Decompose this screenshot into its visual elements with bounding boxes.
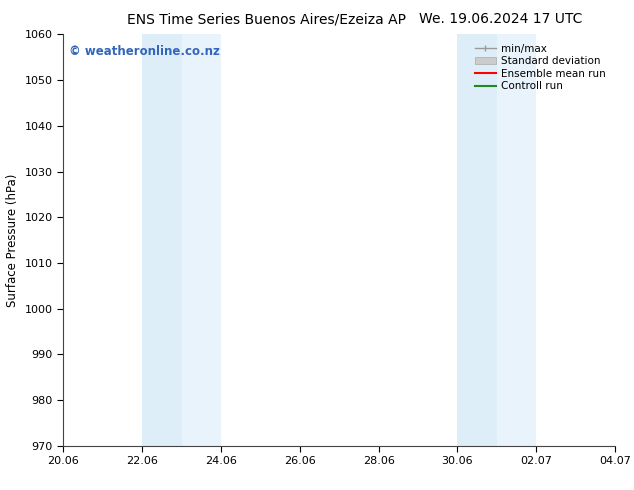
Legend: min/max, Standard deviation, Ensemble mean run, Controll run: min/max, Standard deviation, Ensemble me… [470, 40, 610, 96]
Y-axis label: Surface Pressure (hPa): Surface Pressure (hPa) [6, 173, 19, 307]
Bar [142, 34, 181, 446]
Text: ENS Time Series Buenos Aires/Ezeiza AP: ENS Time Series Buenos Aires/Ezeiza AP [127, 12, 406, 26]
Bar [497, 34, 536, 446]
Bar [457, 34, 497, 446]
Text: © weatheronline.co.nz: © weatheronline.co.nz [69, 45, 220, 58]
Bar [181, 34, 221, 446]
Text: We. 19.06.2024 17 UTC: We. 19.06.2024 17 UTC [419, 12, 583, 26]
